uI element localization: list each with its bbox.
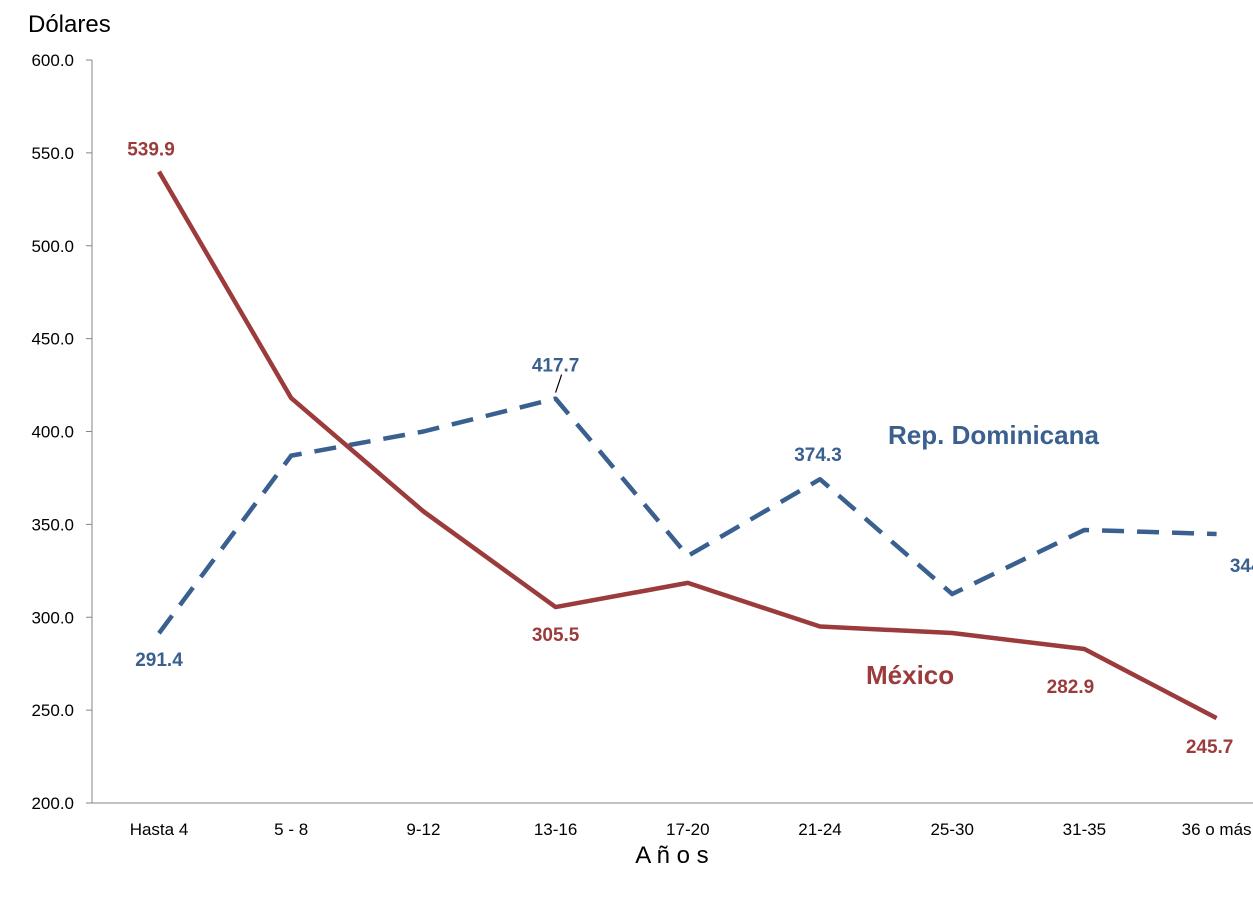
data-label: 282.9 bbox=[1047, 677, 1095, 698]
series-lines bbox=[157, 170, 1218, 721]
y-tick-label: 500.0 bbox=[31, 237, 74, 256]
x-tick-label: 5 - 8 bbox=[274, 820, 308, 839]
x-tick-labels: Hasta 4 5 - 8 9-12 13-16 17-20 21-24 25-30 31-3… bbox=[130, 820, 1252, 839]
data-labels: 539.9 305.5 282.9 245.7 291.4 417.7 374.3 344.8 bbox=[127, 140, 1253, 758]
x-tick-label: 31-35 bbox=[1063, 820, 1106, 839]
y-tick-label: 550.0 bbox=[31, 144, 74, 163]
y-tick-label: 600.0 bbox=[31, 51, 74, 70]
y-tick-label: 350.0 bbox=[31, 515, 74, 534]
label-leader-line bbox=[555, 374, 563, 393]
y-tick-label: 300.0 bbox=[31, 608, 74, 627]
data-label: 291.4 bbox=[135, 650, 183, 671]
series-line-rep-dominicana bbox=[157, 396, 1217, 635]
series-line-mexico bbox=[157, 170, 1218, 721]
y-tick-label: 400.0 bbox=[31, 423, 74, 442]
y-axis-title: Dólares bbox=[28, 11, 111, 38]
y-tick-label: 200.0 bbox=[31, 794, 74, 813]
axes bbox=[86, 59, 1253, 804]
data-label: 374.3 bbox=[794, 445, 842, 466]
x-tick-label: 9-12 bbox=[406, 820, 440, 839]
series-label-rep-dominicana: Rep. Dominicana bbox=[888, 420, 1099, 450]
x-tick-label: 17-20 bbox=[666, 820, 709, 839]
data-label: 539.9 bbox=[127, 140, 175, 161]
data-label: 305.5 bbox=[532, 625, 580, 646]
x-tick-label: Hasta 4 bbox=[130, 820, 189, 839]
y-tick-labels: 200.0 250.0 300.0 350.0 400.0 450.0 500.0 550.0… bbox=[31, 51, 74, 813]
x-tick-label: 36 o más bbox=[1182, 820, 1252, 839]
x-tick-label: 21-24 bbox=[798, 820, 841, 839]
series-label-mexico: México bbox=[866, 660, 954, 690]
y-tick-label: 250.0 bbox=[31, 701, 74, 720]
data-label: 245.7 bbox=[1186, 737, 1234, 758]
y-tick-label: 450.0 bbox=[31, 330, 74, 349]
data-label: 417.7 bbox=[532, 356, 580, 377]
data-label: 344.8 bbox=[1230, 556, 1253, 577]
x-tick-label: 13-16 bbox=[534, 820, 577, 839]
x-axis-title: A ñ o s bbox=[635, 842, 708, 869]
x-tick-label: 25-30 bbox=[930, 820, 973, 839]
